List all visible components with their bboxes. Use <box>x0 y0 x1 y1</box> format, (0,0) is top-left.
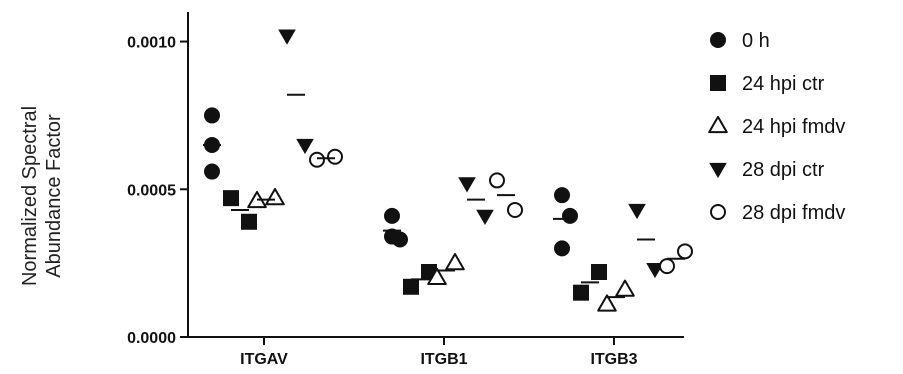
y-axis-label-line-1: Normalized Spectral <box>19 106 41 286</box>
data-point <box>204 163 220 180</box>
data-point <box>427 267 447 285</box>
x-categories: ITGAV ITGB1 ITGB3 <box>240 337 638 368</box>
legend-label: 0 h <box>742 30 770 52</box>
data-point <box>677 243 693 260</box>
data-point <box>562 207 578 224</box>
y-axis-label: Normalized Spectral Abundance Factor <box>19 106 65 286</box>
y-ticks: 0.0000 0.0005 0.0010 <box>127 35 188 347</box>
data-point <box>223 190 239 207</box>
data-point <box>265 188 285 206</box>
y-tick-label: 0.0000 <box>127 330 176 347</box>
x-category-label: ITGB3 <box>590 351 637 368</box>
data-point <box>554 187 570 204</box>
data-point <box>296 138 314 155</box>
data-point <box>241 213 257 230</box>
data-points <box>204 29 693 312</box>
legend-label: 28 dpi fmdv <box>742 202 845 224</box>
data-point <box>615 279 635 297</box>
legend-marker <box>710 204 726 220</box>
legend-label: 28 dpi ctr <box>742 159 825 181</box>
y-tick-label: 0.0005 <box>127 182 176 199</box>
data-point <box>278 29 296 45</box>
legend-marker <box>710 32 726 48</box>
data-point <box>327 148 343 165</box>
data-point <box>507 201 523 218</box>
legend-marker <box>708 115 728 134</box>
legend-marker <box>710 75 726 91</box>
mean-bars <box>203 93 685 299</box>
x-category-label: ITGB1 <box>420 351 467 368</box>
legend-label: 24 hpi fmdv <box>742 116 845 138</box>
legend-marker <box>709 162 727 179</box>
data-point <box>489 172 505 189</box>
y-tick-label: 0.0010 <box>127 35 176 52</box>
legend-label: 24 hpi ctr <box>742 73 825 95</box>
data-point <box>384 228 400 245</box>
data-point <box>476 209 494 225</box>
data-point <box>591 264 607 280</box>
axes <box>187 12 684 338</box>
data-point <box>384 207 400 224</box>
legend: 0 h 24 hpi ctr 24 hpi fmdv 28 dpi ctr 28 dpi… <box>708 30 845 224</box>
data-point <box>659 258 675 275</box>
data-point <box>573 284 589 301</box>
data-point <box>628 203 646 220</box>
data-point <box>458 177 476 193</box>
data-point <box>204 107 220 124</box>
y-axis-label-line-2: Abundance Factor <box>43 114 65 278</box>
x-category-label: ITGAV <box>240 351 288 368</box>
data-point <box>597 294 617 312</box>
data-point <box>403 278 419 295</box>
data-point <box>554 240 570 257</box>
data-point <box>445 253 465 271</box>
data-point <box>309 151 325 168</box>
